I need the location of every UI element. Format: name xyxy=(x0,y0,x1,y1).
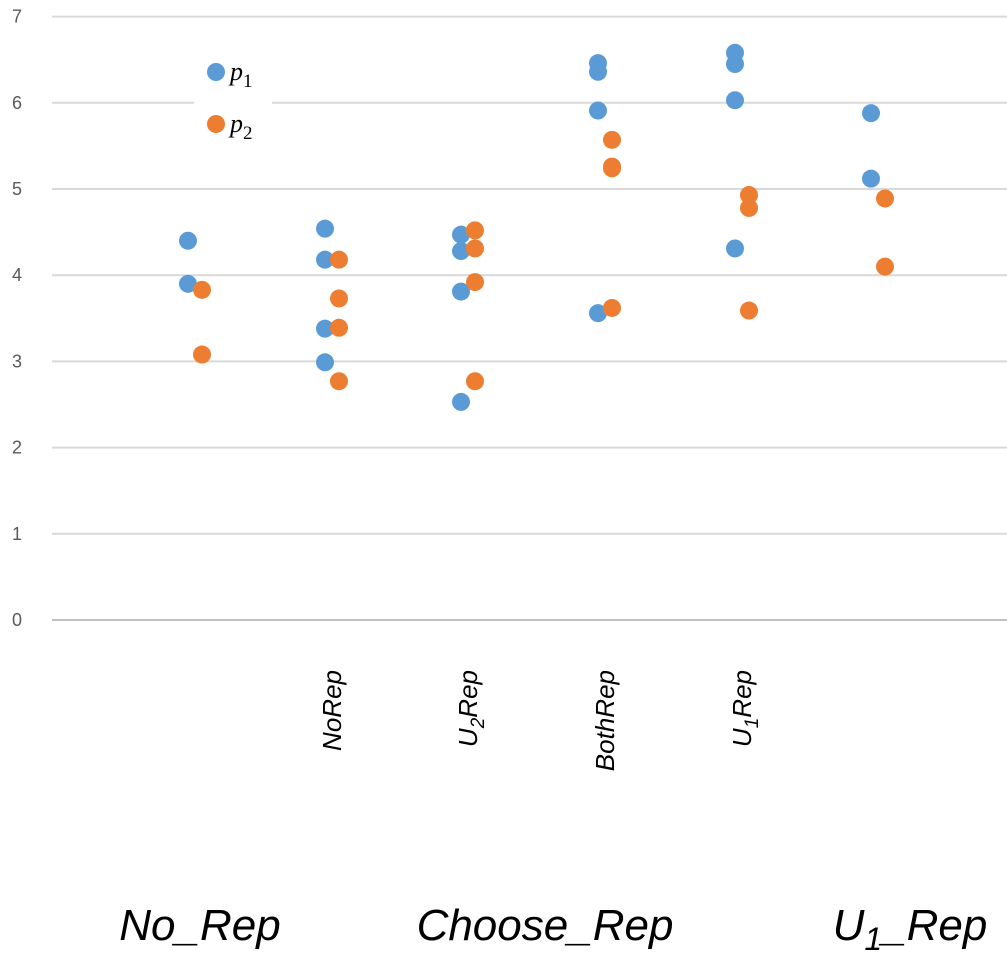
data-point-p2 xyxy=(740,186,758,205)
y-tick-label: 3 xyxy=(12,351,22,371)
data-point-p1 xyxy=(179,274,197,293)
data-point-p1 xyxy=(316,353,334,372)
category-label-bothrep: BothRep xyxy=(590,670,620,771)
legend-background xyxy=(194,50,272,150)
data-point-p1 xyxy=(316,219,334,238)
data-point-p2 xyxy=(603,130,621,149)
group-label-choose_rep: Choose_Rep xyxy=(417,901,674,950)
data-point-p2 xyxy=(330,250,348,269)
y-tick-label: 4 xyxy=(12,265,22,285)
data-point-p2 xyxy=(876,257,894,276)
data-points xyxy=(179,43,894,411)
data-point-p1 xyxy=(726,239,744,258)
legend-marker-p2 xyxy=(207,115,225,133)
category-label-norep: NoRep xyxy=(317,670,347,751)
data-point-p1 xyxy=(589,101,607,120)
data-point-p1 xyxy=(179,231,197,250)
y-axis-ticks: 0 1 2 3 4 5 6 7 xyxy=(12,7,22,630)
data-point-p2 xyxy=(466,239,484,258)
y-tick-label: 0 xyxy=(12,610,22,630)
y-tick-label: 7 xyxy=(12,7,22,27)
data-point-p1 xyxy=(452,225,470,244)
data-point-p2 xyxy=(740,301,758,320)
data-point-p2 xyxy=(330,289,348,308)
y-tick-label: 6 xyxy=(12,93,22,113)
data-point-p1 xyxy=(452,242,470,261)
data-point-p2 xyxy=(466,273,484,292)
data-point-p2 xyxy=(330,318,348,337)
data-point-p1 xyxy=(589,62,607,81)
y-tick-label: 2 xyxy=(12,438,22,458)
category-label-u2rep: U2Rep xyxy=(453,670,489,747)
y-tick-label: 1 xyxy=(12,524,22,544)
data-point-p1 xyxy=(726,55,744,74)
group-label-no_rep: No_Rep xyxy=(119,901,280,950)
data-point-p2 xyxy=(330,372,348,391)
data-point-p1 xyxy=(316,250,334,269)
data-point-p2 xyxy=(466,372,484,391)
data-point-p1 xyxy=(589,304,607,323)
group-labels: No_Rep Choose_Rep U1_Rep xyxy=(119,901,987,953)
data-point-p1 xyxy=(452,282,470,301)
data-point-p2 xyxy=(740,198,758,217)
data-point-p2 xyxy=(466,221,484,240)
data-point-p1 xyxy=(726,91,744,110)
data-point-p2 xyxy=(603,298,621,317)
group-label-u1_rep: U1_Rep xyxy=(833,901,988,953)
y-tick-label: 5 xyxy=(12,179,22,199)
data-point-p1 xyxy=(862,104,880,123)
data-point-p2 xyxy=(193,345,211,364)
category-label-u1rep: U1Rep xyxy=(727,670,763,747)
legend-marker-p1 xyxy=(207,63,225,81)
data-point-p1 xyxy=(316,319,334,338)
data-point-p2 xyxy=(603,159,621,178)
data-point-p1 xyxy=(862,169,880,188)
category-labels: NoRep U2Rep BothRep U1Rep xyxy=(317,670,763,771)
data-point-p2 xyxy=(876,189,894,208)
data-point-p1 xyxy=(452,392,470,411)
data-point-p2 xyxy=(193,280,211,299)
